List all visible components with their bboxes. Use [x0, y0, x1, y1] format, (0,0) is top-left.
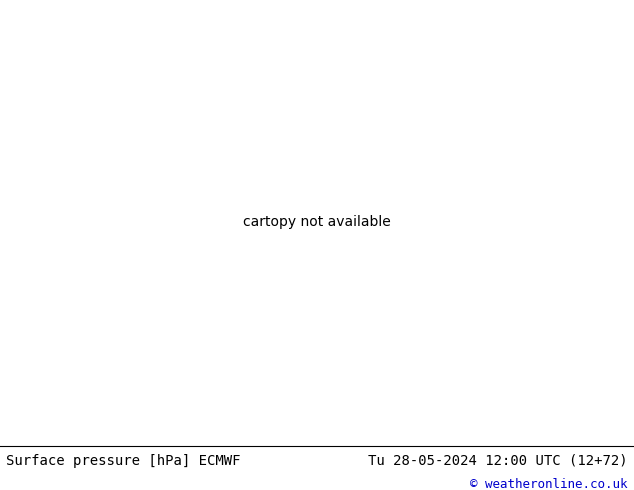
Text: Tu 28-05-2024 12:00 UTC (12+72): Tu 28-05-2024 12:00 UTC (12+72) — [368, 454, 628, 467]
Text: Surface pressure [hPa] ECMWF: Surface pressure [hPa] ECMWF — [6, 454, 241, 467]
Text: © weatheronline.co.uk: © weatheronline.co.uk — [470, 478, 628, 490]
Text: cartopy not available: cartopy not available — [243, 216, 391, 229]
